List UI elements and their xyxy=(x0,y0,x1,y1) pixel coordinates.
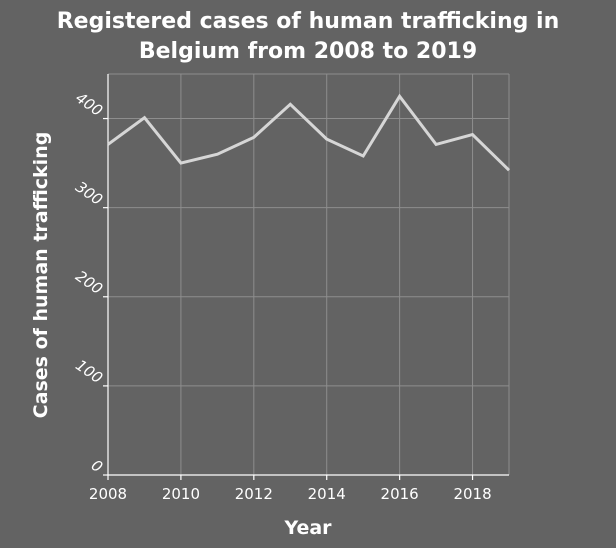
x-tick-label: 2016 xyxy=(381,485,419,503)
y-tick-label: 0 xyxy=(88,456,106,476)
x-tick-label: 2010 xyxy=(162,485,200,503)
y-axis-label: Cases of human trafficking xyxy=(30,132,52,419)
y-tick-label: 200 xyxy=(72,267,106,298)
x-tick-label: 2008 xyxy=(89,485,127,503)
x-tick-label: 2012 xyxy=(235,485,273,503)
plot-area: 2008 2010 2012 2014 2016 2018 0 100 200 300 400 xyxy=(72,73,511,503)
data-series-line xyxy=(107,93,511,172)
x-axis-label: Year xyxy=(283,517,332,539)
x-tick-label: 2018 xyxy=(453,485,491,503)
x-tick-label: 2014 xyxy=(308,485,346,503)
y-tick-label: 400 xyxy=(72,89,106,120)
plot-background xyxy=(108,74,509,475)
y-tick-label: 300 xyxy=(72,178,106,209)
chart-title-line-1: Registered cases of human trafficking in xyxy=(57,9,560,34)
chart-title-line-2: Belgium from 2008 to 2019 xyxy=(139,39,477,64)
y-tick-label: 100 xyxy=(72,356,106,387)
